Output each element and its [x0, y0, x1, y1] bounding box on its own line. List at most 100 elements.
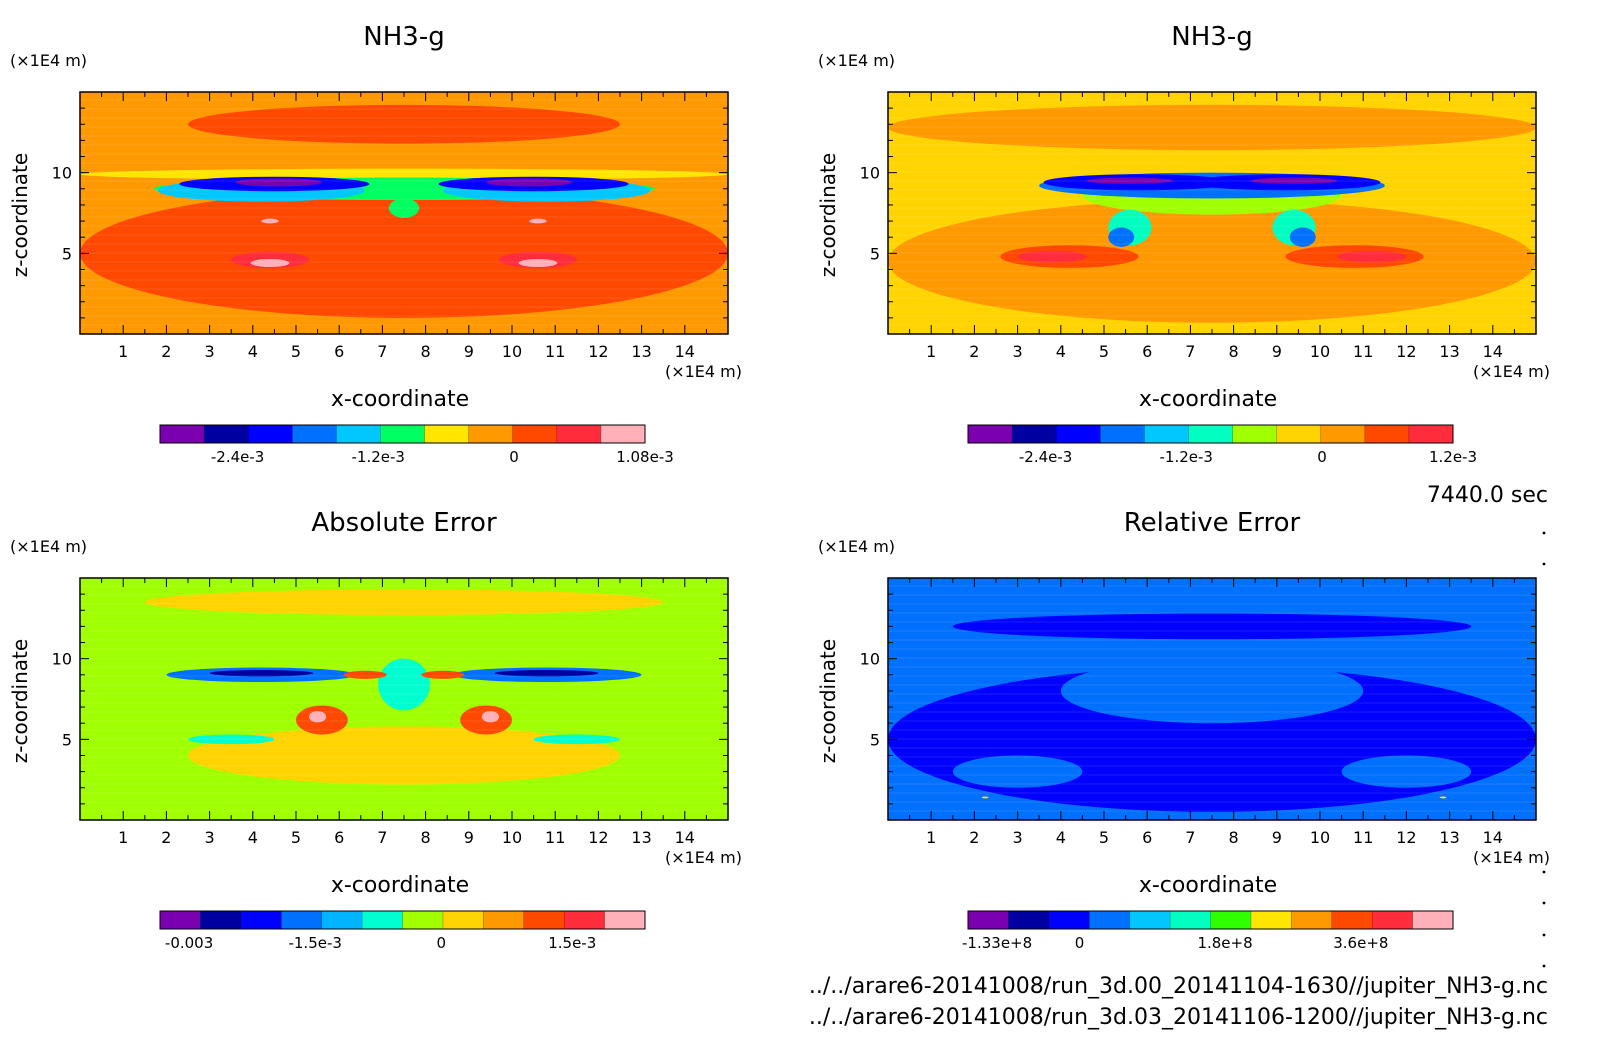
colorbar: -2.4e-3 -1.2e-3 0 1.08e-3: [159, 424, 674, 466]
x-tick-label: 11: [1353, 342, 1373, 361]
x-tick-label: 12: [1396, 342, 1416, 361]
colorbar-swatch: [362, 911, 403, 929]
x-tick-label: 4: [248, 342, 258, 361]
y-axis-label: z-coordinate: [816, 639, 840, 763]
y-axis-label: z-coordinate: [8, 153, 32, 277]
field-region-15: [1086, 177, 1174, 184]
field-region-4: [188, 734, 275, 745]
chart-title: NH3-g: [1171, 22, 1252, 52]
colorbar-swatch: [604, 911, 646, 929]
colorbar-label: -1.5e-3: [288, 934, 341, 952]
colorbar-label: -1.2e-3: [1160, 448, 1213, 466]
colorbar-swatch: [468, 425, 514, 443]
colorbar-swatch: [160, 425, 205, 443]
colorbar-swatch: [483, 911, 525, 929]
x-axis-label: x-coordinate: [331, 873, 469, 898]
x-tick-label: 10: [1310, 828, 1330, 847]
x-tick-label: 2: [969, 342, 979, 361]
y-unit-label: (×1E4 m): [818, 51, 895, 70]
x-tick-label: 13: [631, 342, 651, 361]
field-region-16: [1250, 177, 1338, 184]
y-tick-label: 10: [52, 164, 72, 183]
x-tick-label: 14: [675, 828, 695, 847]
y-tick-label: 5: [62, 244, 72, 263]
colorbar-swatch: [321, 911, 363, 929]
x-axis-label: x-coordinate: [1139, 387, 1277, 412]
field-region-13: [481, 711, 500, 723]
colorbar: -2.4e-3 -1.2e-3 0 1.2e-3: [967, 424, 1477, 466]
x-tick-label: 4: [1056, 828, 1066, 847]
x-tick-label: 3: [205, 342, 215, 361]
colorbar-label: 0: [437, 934, 447, 952]
x-tick-label: 5: [1099, 342, 1109, 361]
field-region-15: [518, 258, 558, 268]
heatmap-field: [80, 578, 728, 820]
field-region-3: [952, 613, 1472, 640]
x-tick-label: 12: [588, 828, 608, 847]
colorbar-swatch: [1372, 911, 1414, 929]
x-tick-label: 7: [1185, 828, 1195, 847]
y-tick-label: 10: [52, 650, 72, 669]
time-label: 7440.0 sec: [1427, 483, 1548, 508]
colorbar-swatch: [1408, 425, 1454, 443]
y-tick-label: 10: [860, 164, 880, 183]
field-region-9: [235, 178, 322, 187]
y-unit-label: (×1E4 m): [10, 537, 87, 556]
x-unit-label: (×1E4 m): [665, 362, 742, 381]
colorbar-swatch: [1129, 911, 1171, 929]
colorbar-swatch: [200, 911, 242, 929]
x-unit-label: (×1E4 m): [1473, 848, 1550, 867]
x-tick-label: 12: [588, 342, 608, 361]
field-region-5: [1017, 250, 1087, 263]
colorbar-swatch: [248, 425, 293, 443]
colorbar-label: -2.4e-3: [211, 448, 264, 466]
colorbar-label: 0: [1317, 448, 1327, 466]
field-region-2: [80, 188, 728, 318]
x-tick-label: 9: [1272, 342, 1282, 361]
y-tick-label: 5: [62, 730, 72, 749]
x-tick-label: 14: [1483, 828, 1503, 847]
y-axis-label: z-coordinate: [816, 153, 840, 277]
x-tick-label: 13: [631, 828, 651, 847]
field-region-5: [1341, 755, 1472, 788]
field-region-14: [250, 258, 290, 268]
colorbar-swatch: [1331, 911, 1373, 929]
x-tick-label: 3: [205, 828, 215, 847]
field-region-10: [1108, 227, 1135, 247]
x-tick-label: 7: [377, 342, 387, 361]
colorbar-swatch: [442, 911, 484, 929]
field-region-8: [209, 669, 314, 677]
x-axis-label: x-coordinate: [1139, 873, 1277, 898]
colorbar-swatch: [204, 425, 249, 443]
colorbar-swatch: [1056, 425, 1101, 443]
x-tick-label: 8: [421, 828, 431, 847]
colorbar-swatch: [1412, 911, 1454, 929]
field-region-1: [144, 589, 664, 616]
heatmap-field: [888, 92, 1536, 334]
field-region-2: [188, 726, 620, 785]
colorbar-swatch: [523, 911, 565, 929]
y-tick-label: 5: [870, 730, 880, 749]
x-tick-label: 11: [1353, 828, 1373, 847]
colorbar-swatch: [402, 911, 444, 929]
colorbar-swatch: [1008, 911, 1050, 929]
field-region-5: [533, 734, 620, 745]
colorbar-label: -0.003: [165, 934, 213, 952]
colorbar-swatch: [1188, 425, 1234, 443]
x-tick-label: 6: [1142, 828, 1152, 847]
colorbar-swatch: [1291, 911, 1333, 929]
colorbar-swatch: [512, 425, 558, 443]
colorbar-swatch: [1144, 425, 1189, 443]
x-tick-label: 6: [1142, 342, 1152, 361]
colorbar-swatch: [556, 425, 602, 443]
colorbar-label: -1.33e+8: [962, 934, 1032, 952]
heatmap-field: [80, 92, 728, 334]
colorbar-swatch: [968, 911, 1009, 929]
file-path-2: ../../arare6-20141008/run_3d.03_20141106…: [809, 1005, 1548, 1030]
field-region-2: [888, 200, 1536, 323]
colorbar-label: 1.2e-3: [1429, 448, 1477, 466]
field-region-10: [486, 178, 573, 187]
